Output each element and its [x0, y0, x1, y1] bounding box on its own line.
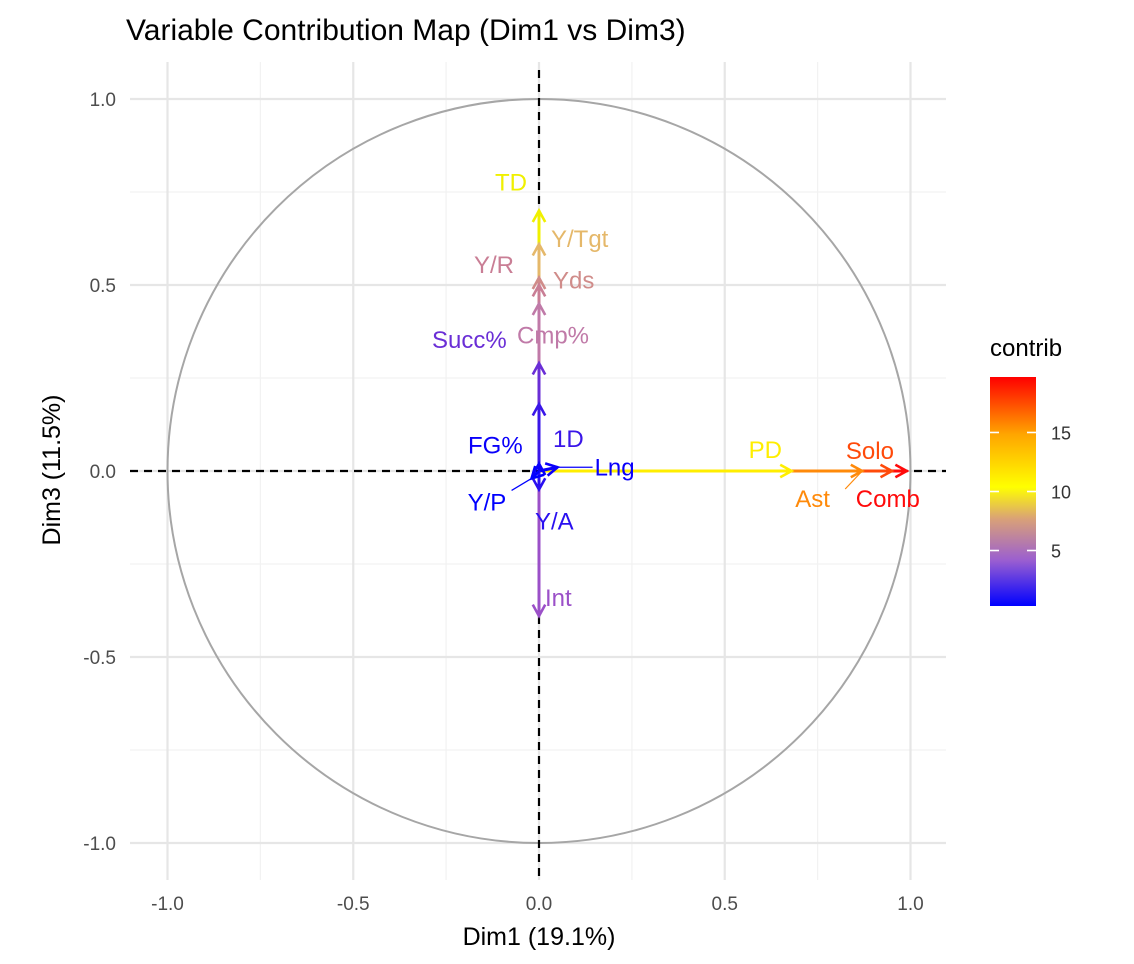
label-leader-ast: [844, 470, 863, 490]
legend-ticks: 5 10 15: [990, 423, 1071, 562]
y-tick-label: 0.0: [90, 462, 116, 483]
arrowhead-cmp: [531, 300, 547, 316]
label-pd: PD: [749, 437, 782, 464]
legend-title: contrib: [990, 335, 1062, 362]
legend-tick-label: 10: [1051, 483, 1071, 503]
label-ast: Ast: [795, 486, 830, 513]
arrowhead-succ: [531, 360, 547, 376]
arrowhead-int: [531, 604, 547, 619]
arrowhead-yds: [531, 274, 547, 290]
arrowhead-1d: [531, 401, 547, 417]
label-td: TD: [495, 170, 527, 197]
label-1d: 1D: [553, 426, 584, 453]
label-lng: Lng: [595, 454, 635, 481]
x-tick-label: 1.0: [897, 894, 923, 915]
arrowhead-y-r: [531, 282, 547, 298]
legend-tick-label: 15: [1051, 423, 1071, 443]
legend-tick-label: 5: [1051, 542, 1061, 562]
arrowhead-pd: [779, 463, 795, 479]
arrowhead-fg: [531, 460, 547, 476]
arrowhead-y-a: [531, 477, 547, 493]
arrowhead-solo: [879, 463, 895, 479]
legend: contrib 5 10 15: [990, 335, 1071, 606]
x-tick-label: 0.5: [712, 894, 738, 915]
label-fg: FG%: [468, 433, 523, 460]
label-yds: Yds: [553, 268, 594, 295]
y-axis-title: Dim3 (11.5%): [38, 395, 66, 546]
label-cmp: Cmp%: [517, 323, 589, 350]
label-int: Int: [545, 585, 572, 612]
label-succ: Succ%: [432, 327, 507, 354]
arrowhead-y-tgt: [531, 241, 547, 257]
label-solo: Solo: [846, 438, 894, 465]
variable-arrows: [529, 207, 910, 619]
arrowhead-comb: [894, 463, 910, 479]
axis-ticks: -1.0 -0.5 0.0 0.5 1.0 -1.0 -0.5 0.0 0.5 1.0: [83, 90, 923, 915]
chart-title: Variable Contribution Map (Dim1 vs Dim3): [126, 14, 686, 47]
y-tick-label: -1.0: [83, 834, 116, 855]
label-y-p: Y/P: [468, 489, 507, 516]
label-leader-y-p: [511, 477, 532, 491]
y-tick-label: 0.5: [90, 276, 116, 297]
label-comb: Comb: [856, 486, 920, 513]
arrowhead-td: [531, 207, 547, 223]
x-tick-label: -1.0: [151, 894, 184, 915]
x-axis-title: Dim1 (19.1%): [463, 923, 616, 951]
label-y-tgt: Y/Tgt: [551, 226, 609, 253]
y-tick-label: 1.0: [90, 90, 116, 111]
variable-labels: TD Y/Tgt Yds Y/R Cmp% Succ% 1D FG% Lng Y/P Y/A Int P…: [432, 170, 920, 612]
x-tick-label: 0.0: [526, 894, 552, 915]
label-y-r: Y/R: [474, 252, 514, 279]
x-tick-label: -0.5: [337, 894, 370, 915]
y-tick-label: -0.5: [83, 648, 116, 669]
label-y-a: Y/A: [535, 509, 574, 536]
